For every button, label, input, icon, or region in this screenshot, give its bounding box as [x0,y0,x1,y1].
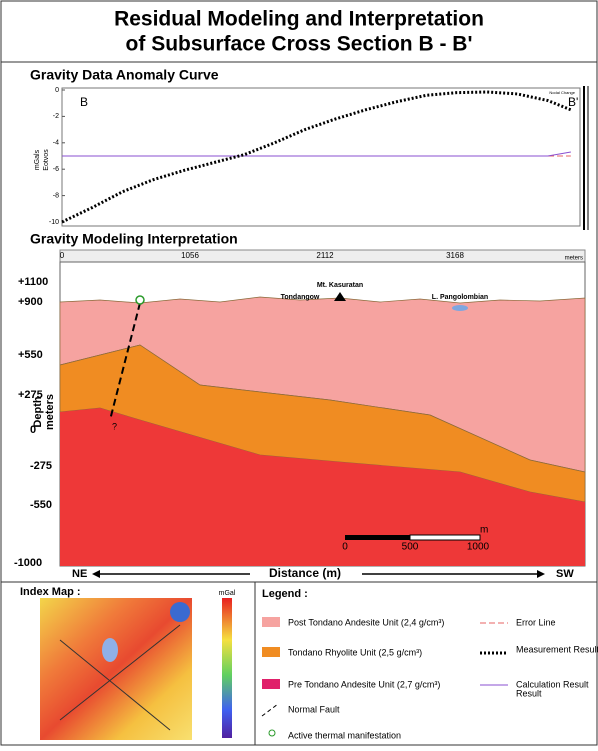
legend-text: Error Line [516,617,556,627]
legend-swatch [262,647,280,657]
y-tick-label: -2 [53,113,59,120]
colorbar [222,598,232,738]
distance-label: 3168 [446,251,464,260]
index-map [40,598,192,740]
distance-label: 2112 [316,251,334,260]
depth-axis: Depth [32,396,44,427]
distance-label: 0 [60,251,65,260]
map-low [170,602,190,622]
depth-label: +900 [18,296,43,308]
panel-heading: Gravity Data Anomaly Curve [30,67,219,83]
legend-fault [262,704,278,716]
direction: SW [556,568,574,580]
section-end: B' [568,95,578,109]
place-label: L. Pangolombian [432,294,488,301]
series-line [62,152,571,156]
direction: NE [72,568,87,580]
title: Residual Modeling and Interpretation [114,8,484,31]
y-tick-label: -8 [53,192,59,199]
panel-heading: Gravity Modeling Interpretation [30,231,238,247]
peak-label: Mt. Kasuratan [317,282,363,289]
title: of Subsurface Cross Section B - B' [126,33,473,56]
legend-thermal [269,730,275,736]
depth-label: +550 [18,349,43,361]
axis-title: Distance (m) [269,566,341,580]
lake [452,305,468,311]
legend-swatch [262,617,280,627]
scale-unit: m [480,525,488,536]
plot-frame [62,88,580,226]
depth-axis: meters [44,394,56,430]
thermal-site [136,296,144,304]
depth-label: -550 [30,499,52,511]
depth-label: -1000 [14,557,42,569]
scale-label: 1000 [467,542,490,553]
depth-label: +1100 [18,276,48,288]
legend-text: Tondano Rhyolite Unit (2,5 g/cm³) [288,647,422,657]
y-tick-label: -4 [53,140,59,147]
legend-text: Pre Tondano Andesite Unit (2,7 g/cm³) [288,679,440,689]
note: Nodal Change [549,90,575,95]
scale-bar [410,535,480,540]
legend-text: Result [516,688,542,698]
y-label: Eotvos [43,149,50,171]
y-label: mGals [34,149,41,170]
section-end: B [80,95,88,109]
y-tick-label: -10 [49,219,59,226]
place-label: Tondangow [281,294,320,301]
distance-label: meters [565,256,583,262]
colorbar-unit: mGal [219,590,236,597]
map-lake [102,638,118,662]
scale-bar [345,535,410,540]
scale-label: 500 [402,542,419,553]
depth-label: -275 [30,460,52,472]
fault-query: ? [112,421,117,431]
map-heading: Index Map : [20,586,81,598]
arrowhead [537,570,545,578]
figure: Residual Modeling and Interpretation of … [0,0,598,746]
legend-text: Calculation Result [516,679,589,689]
legend-swatch [262,679,280,689]
scale-label: 0 [342,542,348,553]
distance-label: 1056 [181,251,199,260]
legend-text: Normal Fault [288,704,340,714]
legend-text: Active thermal manifestation [288,730,401,740]
y-tick-label: 0 [55,87,59,94]
legend-text: Post Tondano Andesite Unit (2,4 g/cm³) [288,617,444,627]
series-line [62,92,571,222]
legend-text: Measurement Result [516,644,598,654]
legend-heading: Legend : [262,588,308,600]
arrowhead [92,570,100,578]
y-tick-label: -6 [53,166,59,173]
